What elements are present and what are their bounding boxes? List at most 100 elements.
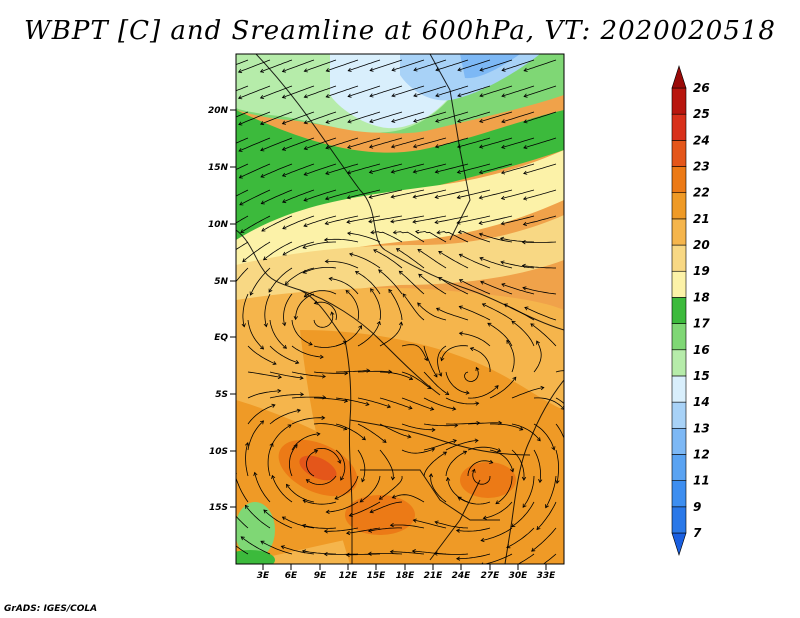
streamline (260, 540, 293, 555)
streamline (379, 371, 413, 380)
streamline (240, 215, 271, 233)
streamline-arrow (325, 170, 330, 175)
colorbar-segment (671, 113, 687, 141)
streamline (501, 59, 535, 71)
streamline (245, 442, 249, 477)
streamline (489, 376, 517, 399)
streamline (240, 536, 271, 555)
streamline (423, 371, 449, 395)
streamline-arrow (302, 269, 307, 274)
streamline-arrow (413, 93, 418, 98)
streamline-arrow (277, 388, 282, 394)
lat-tick-label: 10N (208, 220, 229, 230)
streamline (501, 283, 535, 295)
streamline-arrow (501, 67, 506, 72)
streamline (261, 189, 293, 205)
streamline (370, 501, 403, 513)
streamline-arrow (325, 68, 330, 73)
streamline-arrow (261, 227, 266, 232)
streamline-arrow (263, 509, 268, 514)
streamline-arrow (238, 174, 243, 179)
streamline-arrow (479, 118, 484, 123)
streamline (260, 163, 293, 178)
streamline-arrow (521, 240, 526, 245)
streamline-arrow (219, 230, 223, 233)
streamline (355, 271, 381, 295)
latitude-axis: 20N 15N 10N 5N EQ 5S 10S 15S (208, 106, 236, 513)
streamline-arrow (458, 279, 464, 283)
streamline (445, 397, 479, 405)
streamline-arrow (501, 119, 506, 124)
streamline-arrow (249, 291, 254, 296)
streamline (413, 85, 447, 97)
streamline (423, 423, 458, 427)
streamline (434, 553, 469, 555)
streamline (423, 451, 447, 477)
streamline (501, 163, 535, 174)
streamline (392, 494, 425, 503)
colorbar-segment (671, 506, 687, 534)
streamline-arrow (445, 476, 451, 482)
streamline-arrow (222, 534, 225, 537)
streamline (467, 460, 493, 477)
streamline-arrow (303, 94, 308, 99)
streamline-arrow (408, 376, 414, 381)
streamline (391, 59, 425, 71)
streamline-arrow (413, 118, 418, 123)
streamline (263, 509, 293, 529)
streamline (413, 111, 447, 122)
streamline-arrow (271, 474, 276, 480)
streamline-arrow (434, 144, 440, 149)
streamline-arrow (367, 551, 372, 556)
streamline-arrow (395, 248, 400, 252)
streamline-arrow (271, 403, 276, 408)
streamline-arrow (417, 302, 422, 307)
streamline-arrow (478, 170, 484, 175)
streamline-arrow (440, 357, 445, 362)
colorbar-label: 19 (693, 264, 710, 278)
lon-tick-label: 3E (257, 571, 270, 581)
streamline-arrow (452, 406, 457, 411)
streamline-arrow (303, 197, 308, 202)
streamline-arrow (538, 479, 543, 484)
streamline (423, 397, 456, 410)
colorbar-label: 14 (693, 395, 710, 409)
streamline-arrow (418, 273, 423, 278)
streamline (459, 332, 491, 347)
streamline-arrow (349, 252, 354, 257)
streamline-arrow (457, 93, 462, 98)
streamline-arrow (313, 300, 318, 305)
streamline-arrow (458, 331, 463, 336)
colorbar-label: 21 (693, 212, 710, 226)
streamline-arrow (373, 249, 378, 254)
streamline-arrow (412, 219, 417, 224)
streamline-arrow (500, 195, 506, 200)
streamline-arrow (370, 230, 375, 235)
streamline (522, 475, 535, 508)
streamline (359, 475, 381, 503)
streamline-arrow (325, 93, 330, 98)
streamline-arrow (462, 450, 468, 455)
streamline-arrow (433, 551, 438, 556)
streamline (335, 423, 366, 441)
streamline (555, 370, 564, 373)
streamline (304, 137, 337, 150)
footer-credit: GrADS: IGES/COLA (4, 604, 98, 614)
colorbar-label: 16 (693, 343, 710, 357)
streamline-arrow (531, 547, 536, 552)
streamline (291, 345, 324, 358)
streamline (349, 501, 381, 517)
streamline-arrow (523, 93, 528, 98)
streamline (457, 189, 491, 199)
streamline (373, 249, 403, 269)
streamline-arrow (220, 257, 224, 260)
streamline (335, 449, 346, 481)
streamline-arrow (452, 439, 457, 444)
streamline (379, 423, 411, 438)
streamline (348, 59, 381, 72)
streamline (264, 293, 271, 327)
streamline-arrow (284, 281, 289, 286)
streamline (482, 303, 513, 321)
streamline (481, 527, 513, 541)
streamline (399, 270, 425, 295)
